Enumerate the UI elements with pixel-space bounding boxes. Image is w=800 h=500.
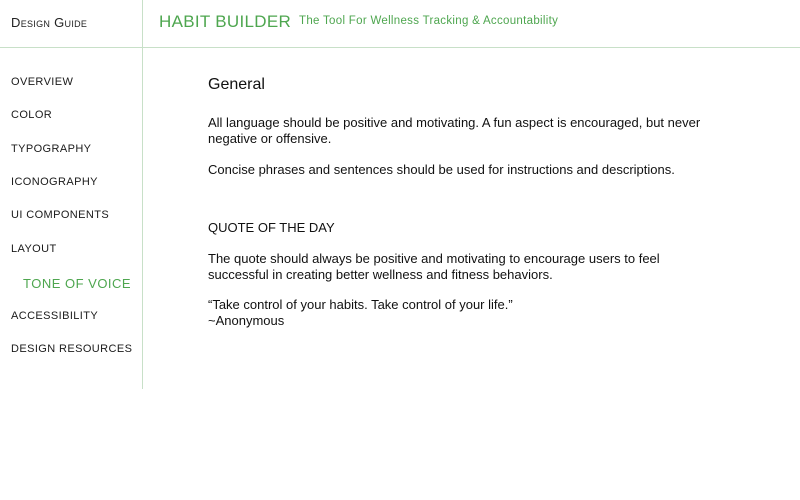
sidebar-item-ui-components[interactable]: UI COMPONENTS xyxy=(11,209,110,221)
header-divider xyxy=(0,47,800,48)
paragraph-language: All language should be positive and moti… xyxy=(208,115,701,146)
guide-title: Design Guide xyxy=(11,15,88,30)
sidebar-item-overview[interactable]: OVERVIEW xyxy=(11,76,74,88)
app-tagline: The Tool For Wellness Tracking & Account… xyxy=(299,15,559,27)
app-brand: HABIT BUILDER xyxy=(159,12,292,31)
quote-of-the-day-heading: QUOTE OF THE DAY xyxy=(208,220,335,235)
sidebar-item-typography[interactable]: TYPOGRAPHY xyxy=(11,143,92,155)
sidebar-item-layout[interactable]: LAYOUT xyxy=(11,243,57,255)
section-heading-general: General xyxy=(208,76,265,93)
sidebar-item-accessibility[interactable]: ACCESSIBILITY xyxy=(11,310,99,322)
sidebar: OVERVIEW COLOR TYPOGRAPHY ICONOGRAPHY UI… xyxy=(0,48,143,389)
quote-text: “Take control of your habits. Take contr… xyxy=(208,297,513,312)
paragraph-concise: Concise phrases and sentences should be … xyxy=(208,162,675,177)
paragraph-quote-guidance: The quote should always be positive and … xyxy=(208,251,660,282)
sidebar-item-color[interactable]: COLOR xyxy=(11,109,53,121)
sidebar-item-design-resources[interactable]: DESIGN RESOURCES xyxy=(11,343,133,355)
sidebar-item-tone-of-voice[interactable]: TONE OF VOICE xyxy=(23,276,132,291)
sidebar-item-iconography[interactable]: ICONOGRAPHY xyxy=(11,176,98,188)
guide-title-cell: Design Guide xyxy=(0,0,143,47)
quote-author: ~Anonymous xyxy=(208,313,285,328)
